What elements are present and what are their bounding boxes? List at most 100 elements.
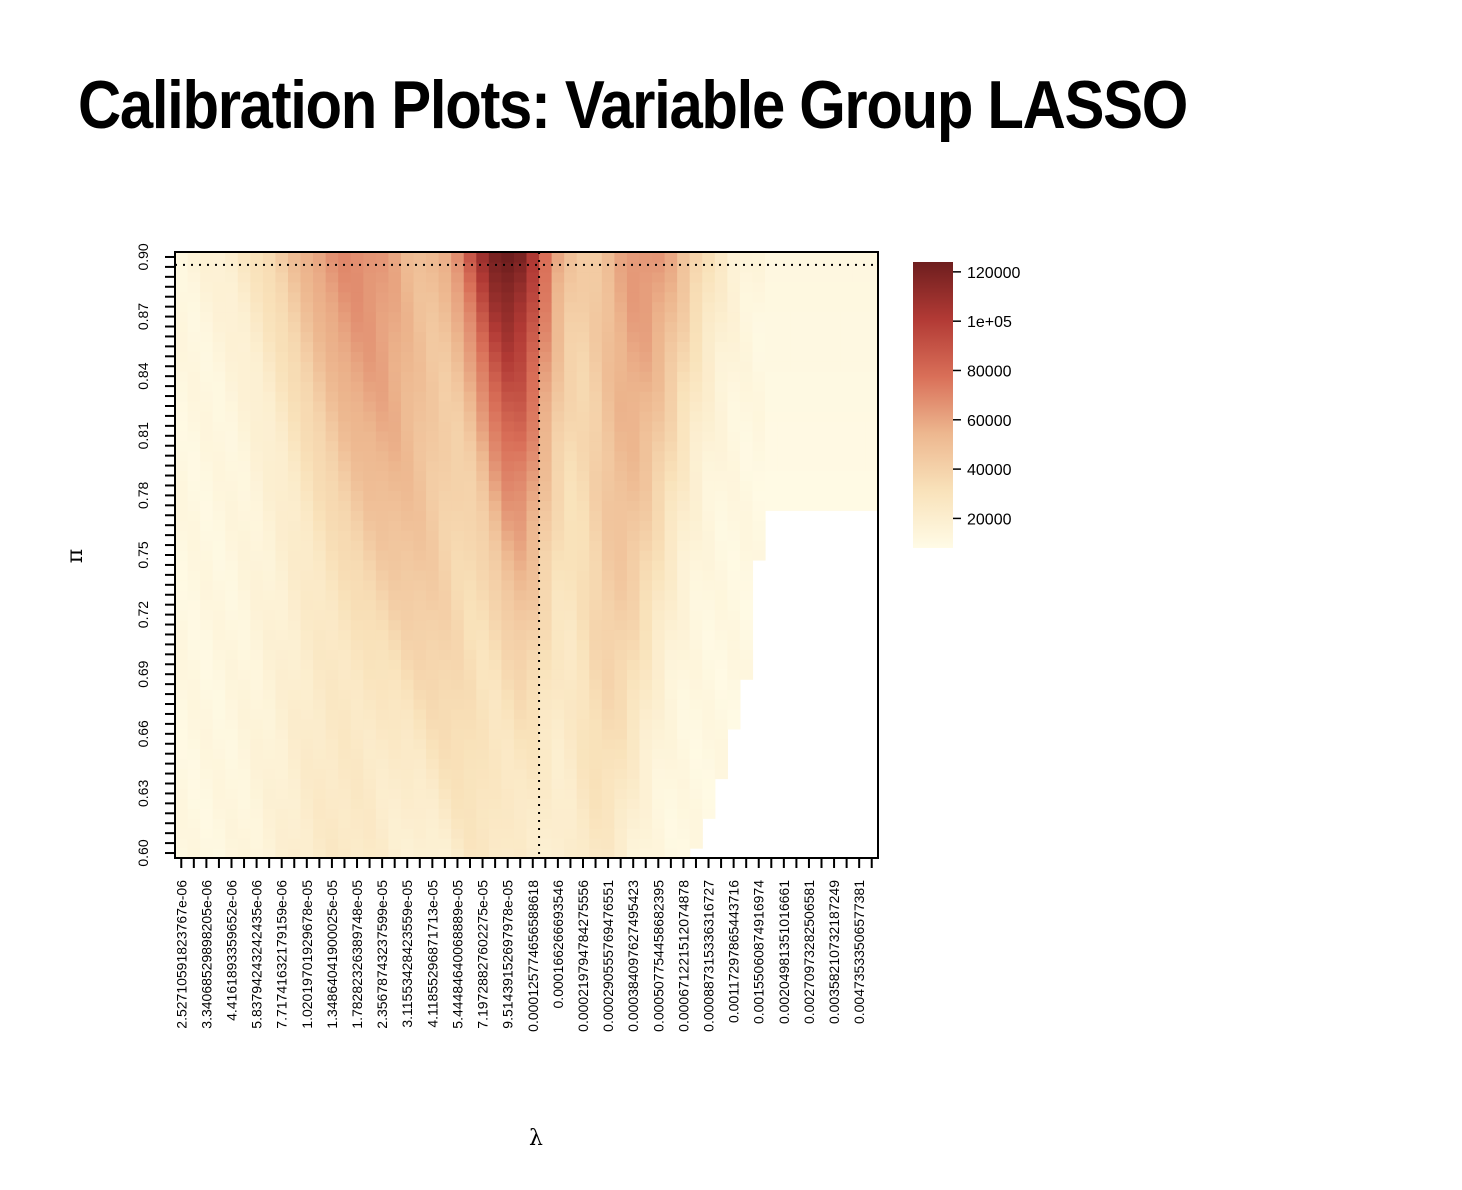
heatmap-cell — [250, 808, 264, 819]
heatmap-cell — [652, 768, 666, 780]
heatmap-cell — [338, 629, 352, 641]
heatmap-cell — [413, 818, 427, 829]
heatmap-cell — [551, 480, 565, 492]
heatmap-cell — [400, 331, 415, 343]
heatmap-cell — [212, 728, 226, 740]
heatmap-cell — [564, 748, 578, 760]
heatmap-cell — [388, 410, 402, 422]
heatmap-cell — [225, 271, 239, 283]
heatmap-cell — [200, 699, 214, 710]
heatmap-cell — [363, 589, 377, 601]
heatmap-cell — [589, 738, 603, 750]
heatmap-cell — [225, 718, 239, 730]
heatmap-cell — [413, 331, 427, 343]
heatmap-cell — [400, 649, 415, 660]
heatmap-cell — [388, 738, 402, 750]
heatmap-cell — [237, 599, 251, 611]
heatmap-cell — [739, 559, 754, 571]
heatmap-cell — [677, 301, 691, 313]
heatmap-cell — [463, 828, 477, 839]
heatmap-cell — [601, 440, 615, 452]
heatmap-cell — [476, 490, 490, 501]
heatmap-cell — [426, 728, 440, 740]
heatmap-cell — [200, 351, 214, 362]
heatmap-cell — [551, 281, 565, 293]
heatmap-cell — [526, 599, 540, 611]
heatmap-cell — [451, 689, 465, 700]
heatmap-cell — [350, 301, 364, 313]
heatmap-cell — [551, 659, 565, 670]
heatmap-cell — [564, 728, 578, 740]
heatmap-cell — [438, 758, 452, 770]
heatmap-cell — [576, 341, 590, 352]
heatmap-cell — [601, 500, 615, 511]
heatmap-cell — [702, 252, 716, 263]
heatmap-cell — [526, 768, 540, 780]
heatmap-cell — [614, 559, 628, 571]
heatmap-cell — [400, 629, 415, 641]
heatmap-cell — [865, 450, 879, 462]
heatmap-cell — [313, 669, 327, 680]
heatmap-cell — [175, 341, 189, 352]
heatmap-cell — [225, 599, 239, 611]
heatmap-cell — [413, 490, 427, 501]
heatmap-cell — [501, 569, 515, 581]
heatmap-cell — [363, 699, 377, 710]
heatmap-cell — [363, 271, 377, 283]
heatmap-cell — [275, 679, 289, 690]
heatmap-cell — [262, 848, 277, 859]
heatmap-cell — [287, 430, 302, 442]
heatmap-cell — [614, 708, 628, 720]
heatmap-cell — [287, 281, 302, 293]
heatmap-cell — [313, 281, 327, 293]
heatmap-cell — [714, 728, 728, 740]
heatmap-cell — [601, 321, 615, 333]
x-tick-label: 2.52710591823767e-06 — [173, 880, 189, 1029]
heatmap-cell — [815, 500, 829, 511]
heatmap-cell — [714, 381, 728, 392]
heatmap-cell — [526, 440, 540, 452]
heatmap-cell — [815, 480, 829, 492]
heatmap-cell — [438, 401, 452, 412]
heatmap-cell — [539, 659, 553, 670]
heatmap-cell — [815, 311, 829, 323]
heatmap-cell — [375, 639, 390, 650]
heatmap-cell — [727, 381, 741, 392]
heatmap-cell — [187, 579, 201, 591]
heatmap-cell — [451, 420, 465, 432]
x-tick-label: 3.11553428423559e-05 — [399, 880, 415, 1028]
heatmap-cell — [200, 778, 214, 790]
heatmap-cell — [488, 371, 502, 382]
heatmap-cell — [225, 450, 239, 462]
heatmap-cell — [727, 500, 741, 511]
heatmap-cell — [325, 838, 339, 849]
heatmap-cell — [501, 460, 515, 472]
heatmap-cell — [451, 848, 465, 859]
heatmap-cell — [702, 798, 716, 809]
heatmap-cell — [451, 540, 465, 551]
heatmap-cell — [564, 500, 578, 511]
heatmap-cell — [664, 291, 678, 303]
heatmap-cell — [677, 748, 691, 760]
heatmap-cell — [463, 500, 477, 511]
heatmap-cell — [363, 371, 377, 382]
heatmap-cell — [576, 480, 590, 492]
heatmap-cell — [175, 619, 189, 631]
heatmap-cell — [313, 410, 327, 422]
heatmap-cell — [250, 301, 264, 313]
heatmap-cell — [539, 649, 553, 660]
heatmap-cell — [438, 559, 452, 571]
heatmap-cell — [476, 669, 490, 680]
heatmap-cell — [375, 589, 390, 601]
heatmap-cell — [652, 589, 666, 601]
heatmap-cell — [476, 401, 490, 412]
heatmap-cell — [501, 818, 515, 829]
heatmap-cell — [413, 470, 427, 482]
heatmap-cell — [426, 301, 440, 313]
heatmap-cell — [300, 401, 314, 412]
heatmap-cell — [652, 659, 666, 670]
heatmap-cell — [790, 291, 804, 303]
heatmap-cell — [451, 291, 465, 303]
heatmap-cell — [551, 420, 565, 432]
heatmap-cell — [275, 311, 289, 323]
